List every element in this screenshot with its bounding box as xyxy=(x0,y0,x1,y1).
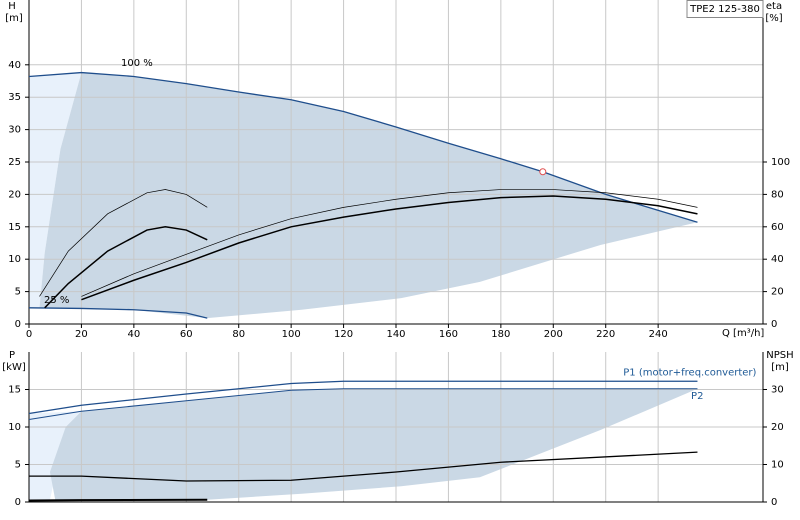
x-tick-label: 80 xyxy=(232,329,245,340)
plots: 0 20 40 60 80 100 120 140 160 180 200 220 2400510152… xyxy=(8,0,790,508)
curve xyxy=(81,195,698,301)
curve xyxy=(28,307,208,319)
y-tick-label: 20 xyxy=(8,189,21,200)
y-tick-label: 25 xyxy=(8,157,21,168)
x-tick-label: 0 xyxy=(26,329,32,340)
operating-area xyxy=(39,72,698,319)
y-tick-label: 10 xyxy=(8,422,21,433)
operating-area xyxy=(29,72,82,308)
y-tick-label: 10 xyxy=(8,254,21,265)
title-box xyxy=(686,0,764,18)
y2-tick-label: 0 xyxy=(771,497,777,508)
y2-label: eta xyxy=(766,1,782,12)
legend-label: P2 xyxy=(691,391,703,402)
x-tick-label: 40 xyxy=(127,329,140,340)
curve xyxy=(28,498,208,502)
y-label: P xyxy=(9,350,15,361)
y2-tick-label: 60 xyxy=(771,222,784,233)
y-tick-label: 0 xyxy=(15,497,21,508)
y-tick-label: 0 xyxy=(15,319,21,330)
y-tick-label: 30 xyxy=(8,125,21,136)
y-unit: [kW] xyxy=(2,362,26,373)
y2-tick-label: 10 xyxy=(771,460,784,471)
curve xyxy=(44,226,208,309)
y-tick-label: 5 xyxy=(15,287,21,298)
y2-tick-label: 0 xyxy=(771,319,777,330)
y-tick-label: 35 xyxy=(8,92,21,103)
curve xyxy=(28,380,698,415)
x-tick-label: 120 xyxy=(334,329,353,340)
curve xyxy=(28,388,698,420)
x-tick-label: 200 xyxy=(544,329,563,340)
legend-label: P1 (motor+freq.converter) xyxy=(623,367,756,378)
x-tick-label: 240 xyxy=(649,329,668,340)
x-tick-label: 220 xyxy=(596,329,615,340)
operating-area xyxy=(49,388,698,500)
y2-tick-label: 80 xyxy=(771,189,784,200)
annotation: 25 % xyxy=(44,295,69,306)
chart-title: TPE2 125-380 xyxy=(689,4,760,15)
x-label: Q [m³/h] xyxy=(722,328,764,339)
y2-tick-label: 20 xyxy=(771,287,784,298)
x-tick-label: 60 xyxy=(180,329,193,340)
y-unit: [m] xyxy=(5,13,23,24)
curve xyxy=(81,189,698,297)
y-tick-label: 15 xyxy=(8,222,21,233)
y-label: H xyxy=(8,1,16,12)
y2-unit: [%] xyxy=(765,13,782,24)
y2-label: NPSH xyxy=(766,350,793,361)
y2-tick-label: 100 xyxy=(771,157,790,168)
curve xyxy=(29,451,698,482)
y-tick-label: 15 xyxy=(8,385,21,396)
y2-tick-label: 20 xyxy=(771,422,784,433)
y2-tick-label: 30 xyxy=(771,385,784,396)
annotation: 100 % xyxy=(121,58,153,69)
x-tick-label: 20 xyxy=(75,329,88,340)
x-tick-label: 100 xyxy=(282,329,301,340)
x-tick-label: 140 xyxy=(386,329,405,340)
curve xyxy=(39,189,208,297)
y-tick-label: 5 xyxy=(15,460,21,471)
duty-point xyxy=(539,168,547,176)
operating-area xyxy=(29,411,82,500)
x-tick-label: 160 xyxy=(439,329,458,340)
y2-unit: [m] xyxy=(771,362,789,373)
y2-tick-label: 40 xyxy=(771,254,784,265)
y-tick-label: 40 xyxy=(8,60,21,71)
x-tick-label: 180 xyxy=(491,329,510,340)
